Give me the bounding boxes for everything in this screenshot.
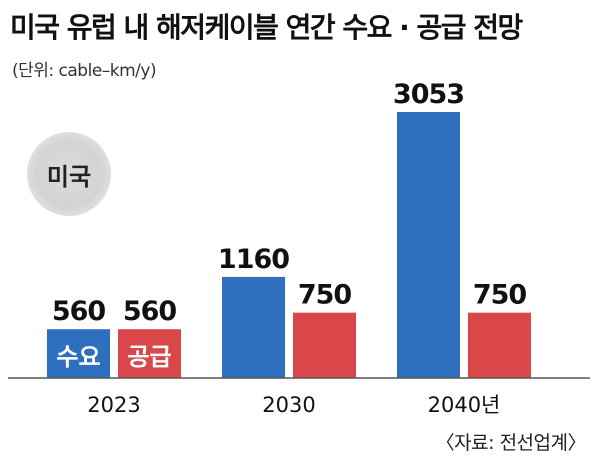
series-label-supply: 공급 [127,343,171,371]
bar-demand-1 [222,276,285,378]
value-label: 560 [123,296,177,327]
value-label: 750 [298,280,352,311]
value-label: 560 [52,296,106,327]
value-label: 1160 [218,244,289,275]
x-tick-label: 2023 [87,393,140,417]
value-label: 750 [473,280,527,311]
chart-title: 미국 유럽 내 해저케이블 연간 수요 · 공급 전망 [10,11,523,44]
x-tick-label: 2030 [262,393,315,417]
region-label: 미국 [46,162,92,191]
series-label-demand: 수요 [56,343,100,371]
region-badge [27,132,111,216]
bar-supply-2 [468,312,531,378]
bar-demand-0 [47,329,110,378]
unit-label: (단위: cable–km/y) [12,61,157,81]
bar-supply-1 [293,312,356,378]
source-note: 〈자료: 전선업계〉 [435,432,587,454]
bar-demand-2 [397,112,460,378]
value-label: 3053 [393,79,464,110]
x-tick-label: 2040년 [428,393,501,417]
bar-supply-0 [118,329,181,378]
